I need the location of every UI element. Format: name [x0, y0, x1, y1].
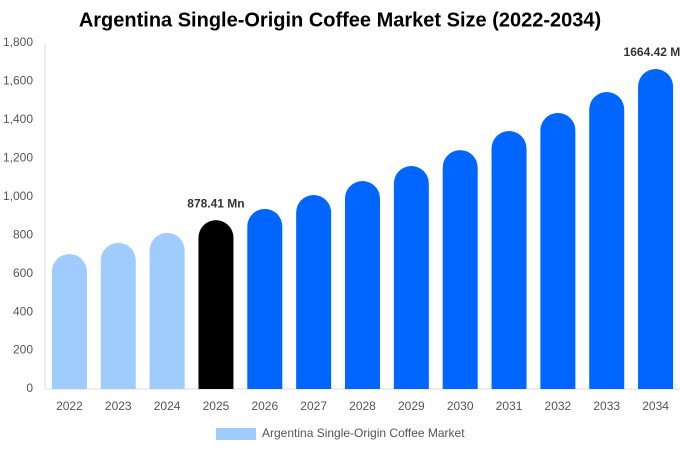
x-tick-label: 2025 [203, 399, 230, 413]
bar [393, 166, 429, 389]
bar [51, 254, 87, 389]
y-tick-label: 1,200 [3, 151, 33, 165]
y-tick-label: 0 [26, 381, 33, 395]
x-tick-label: 2032 [545, 399, 572, 413]
y-tick-label: 800 [13, 227, 33, 241]
bar [638, 69, 674, 389]
value-label: 1664.42 Mn [624, 45, 680, 59]
x-tick-label: 2024 [154, 399, 181, 413]
y-tick-label: 600 [13, 266, 33, 280]
x-tick-label: 2030 [447, 399, 474, 413]
chart-title: Argentina Single-Origin Coffee Market Si… [79, 9, 601, 31]
bar [296, 195, 332, 389]
y-tick-label: 1,000 [3, 189, 33, 203]
x-tick-label: 2033 [593, 399, 620, 413]
bar [345, 181, 380, 389]
y-tick-label: 200 [13, 343, 33, 357]
x-tick-label: 2031 [496, 399, 523, 413]
y-tick-label: 400 [13, 304, 33, 318]
bar [100, 242, 136, 389]
x-tick-label: 2034 [642, 399, 669, 413]
legend-label: Argentina Single-Origin Coffee Market [262, 426, 465, 440]
x-tick-label: 2028 [349, 399, 376, 413]
x-tick-label: 2026 [251, 399, 278, 413]
bar [198, 220, 234, 389]
bar [149, 232, 185, 389]
y-tick-label: 1,400 [3, 112, 33, 126]
value-label: 878.41 Mn [187, 196, 244, 210]
bar [442, 150, 478, 389]
x-tick-label: 2027 [300, 399, 327, 413]
x-tick-label: 2022 [56, 399, 83, 413]
bar [589, 92, 625, 390]
bar [491, 131, 527, 389]
x-tick-label: 2023 [105, 399, 132, 413]
bar [247, 208, 283, 389]
y-tick-label: 1,600 [3, 74, 33, 88]
bar [540, 112, 576, 390]
y-tick-label: 1,800 [3, 35, 33, 49]
x-tick-label: 2029 [398, 399, 425, 413]
legend-swatch [216, 428, 256, 440]
